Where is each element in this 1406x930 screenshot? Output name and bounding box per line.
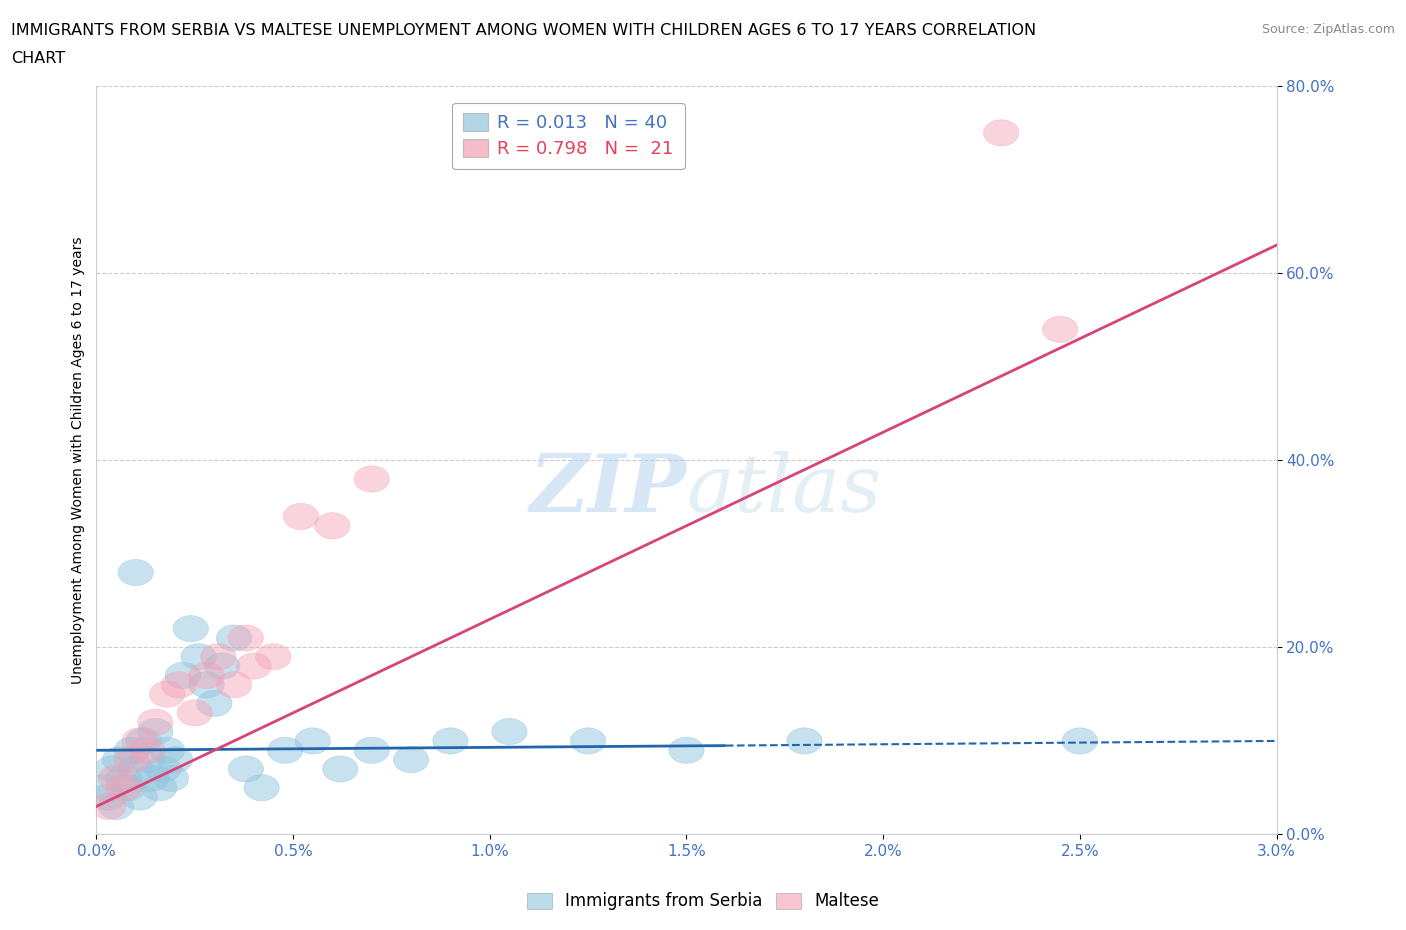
Ellipse shape — [188, 662, 224, 688]
Ellipse shape — [236, 653, 271, 679]
Text: atlas: atlas — [686, 451, 882, 529]
Ellipse shape — [129, 737, 165, 764]
Ellipse shape — [217, 625, 252, 651]
Ellipse shape — [217, 671, 252, 698]
Text: Source: ZipAtlas.com: Source: ZipAtlas.com — [1261, 23, 1395, 36]
Ellipse shape — [146, 756, 181, 782]
Ellipse shape — [90, 793, 127, 819]
Ellipse shape — [283, 503, 319, 529]
Ellipse shape — [1062, 728, 1098, 754]
Y-axis label: Unemployment Among Women with Children Ages 6 to 17 years: Unemployment Among Women with Children A… — [72, 236, 86, 684]
Ellipse shape — [153, 765, 188, 791]
Ellipse shape — [114, 747, 149, 773]
Ellipse shape — [90, 784, 127, 810]
Ellipse shape — [103, 747, 138, 773]
Legend: Immigrants from Serbia, Maltese: Immigrants from Serbia, Maltese — [520, 885, 886, 917]
Ellipse shape — [118, 560, 153, 586]
Ellipse shape — [228, 756, 263, 782]
Ellipse shape — [134, 765, 169, 791]
Ellipse shape — [188, 671, 224, 698]
Ellipse shape — [197, 690, 232, 717]
Ellipse shape — [1042, 316, 1078, 342]
Ellipse shape — [162, 671, 197, 698]
Ellipse shape — [114, 737, 149, 764]
Ellipse shape — [173, 616, 208, 642]
Ellipse shape — [142, 775, 177, 801]
Ellipse shape — [492, 719, 527, 745]
Text: ZIP: ZIP — [530, 451, 686, 529]
Ellipse shape — [94, 756, 129, 782]
Ellipse shape — [118, 756, 153, 782]
Legend: R = 0.013   N = 40, R = 0.798   N =  21: R = 0.013 N = 40, R = 0.798 N = 21 — [453, 102, 685, 169]
Ellipse shape — [267, 737, 302, 764]
Ellipse shape — [107, 775, 142, 801]
Ellipse shape — [98, 765, 134, 791]
Ellipse shape — [243, 775, 280, 801]
Ellipse shape — [149, 681, 184, 707]
Ellipse shape — [394, 747, 429, 773]
Ellipse shape — [354, 466, 389, 492]
Ellipse shape — [87, 775, 122, 801]
Ellipse shape — [157, 747, 193, 773]
Ellipse shape — [129, 747, 165, 773]
Ellipse shape — [165, 662, 201, 688]
Ellipse shape — [138, 719, 173, 745]
Text: CHART: CHART — [11, 51, 65, 66]
Ellipse shape — [110, 775, 146, 801]
Ellipse shape — [177, 699, 212, 726]
Ellipse shape — [256, 644, 291, 670]
Ellipse shape — [669, 737, 704, 764]
Ellipse shape — [983, 120, 1019, 146]
Ellipse shape — [571, 728, 606, 754]
Ellipse shape — [98, 793, 134, 819]
Ellipse shape — [322, 756, 359, 782]
Ellipse shape — [315, 512, 350, 538]
Ellipse shape — [138, 709, 173, 736]
Ellipse shape — [204, 653, 240, 679]
Ellipse shape — [201, 644, 236, 670]
Ellipse shape — [181, 644, 217, 670]
Ellipse shape — [149, 737, 184, 764]
Ellipse shape — [433, 728, 468, 754]
Ellipse shape — [122, 784, 157, 810]
Ellipse shape — [107, 765, 142, 791]
Text: IMMIGRANTS FROM SERBIA VS MALTESE UNEMPLOYMENT AMONG WOMEN WITH CHILDREN AGES 6 : IMMIGRANTS FROM SERBIA VS MALTESE UNEMPL… — [11, 23, 1036, 38]
Ellipse shape — [228, 625, 263, 651]
Ellipse shape — [122, 728, 157, 754]
Ellipse shape — [295, 728, 330, 754]
Ellipse shape — [127, 728, 162, 754]
Ellipse shape — [787, 728, 823, 754]
Ellipse shape — [354, 737, 389, 764]
